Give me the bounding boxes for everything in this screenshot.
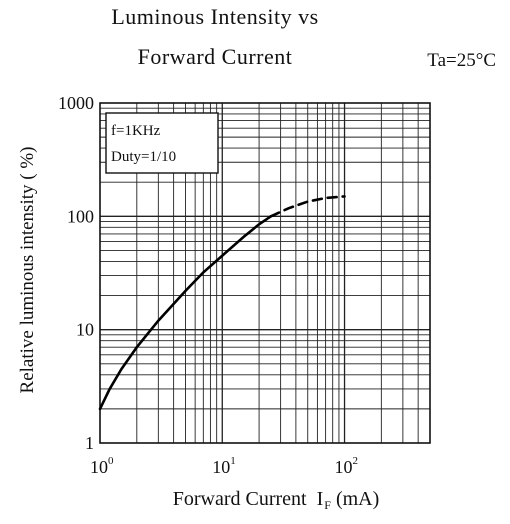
x-axis-label-text: Forward Current: [172, 488, 307, 510]
x-tick-label: 100: [90, 455, 114, 477]
y-tick-label: 1000: [58, 93, 94, 113]
temperature-condition: Ta=25°C: [427, 50, 496, 71]
series-line-solid: [98, 215, 273, 411]
x-tick-label: 101: [212, 455, 236, 477]
x-axis-label-symbol: I: [316, 488, 324, 510]
plot-frame: [99, 102, 431, 444]
y-tick-label: 1: [85, 433, 94, 453]
y-axis-label: Relative luminous intensity ( %): [17, 146, 38, 394]
series-line-dashed: [269, 195, 346, 218]
condition-box: f=1KHz Duty=1/10: [105, 112, 219, 174]
chart-title-line-2: Forward Current: [137, 44, 293, 69]
y-tick-label: 10: [76, 320, 94, 340]
chart-title-line-1: Luminous Intensity vs: [111, 4, 319, 29]
x-axis-label-unit: (mA): [335, 488, 380, 510]
tick-labels: 100 101 102 1 10 100 1000: [58, 93, 358, 477]
x-axis-label-subscript: F: [324, 498, 331, 512]
condition-box-line: f=1KHz: [111, 123, 161, 139]
condition-box-frame: [105, 112, 219, 174]
y-tick-label: 100: [67, 206, 94, 226]
x-axis-label: Forward Current IF (mA): [173, 488, 380, 513]
x-tick-label: 102: [335, 455, 359, 477]
condition-box-line: Duty=1/10: [111, 149, 176, 165]
data-curves: [98, 195, 346, 411]
